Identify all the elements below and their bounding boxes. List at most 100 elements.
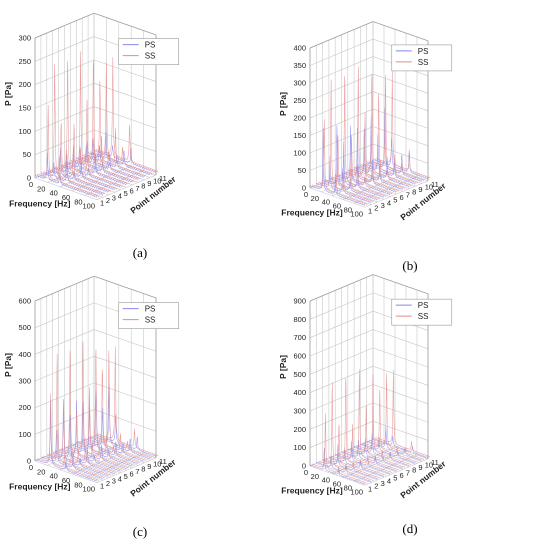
grid-line bbox=[93, 382, 157, 405]
grid-line bbox=[372, 108, 429, 129]
grid-line bbox=[93, 129, 157, 152]
z-tick-label: 900 bbox=[293, 297, 306, 306]
axis-edge bbox=[309, 21, 374, 49]
y-axis-label: Point number bbox=[398, 180, 448, 222]
series-ss-trace bbox=[362, 389, 418, 463]
legend-label: PS bbox=[418, 301, 429, 310]
x-tick-label: 80 bbox=[344, 205, 352, 214]
series-ps-trace bbox=[310, 447, 366, 485]
y-tick-label: 9 bbox=[147, 462, 151, 471]
axis-edge bbox=[34, 12, 95, 39]
x-axis-label: Frequency [Hz] bbox=[281, 208, 343, 218]
legend-box bbox=[391, 44, 453, 72]
series-ps-trace bbox=[322, 125, 378, 201]
z-tick-label: 600 bbox=[18, 297, 31, 306]
series-ps-trace bbox=[52, 414, 115, 475]
axis-edge bbox=[372, 21, 429, 42]
y-tick-label: 6 bbox=[400, 471, 404, 480]
series-ss-trace bbox=[337, 424, 393, 473]
x-tick-label: 60 bbox=[333, 480, 341, 489]
x-axis-label: Frequency [Hz] bbox=[281, 486, 343, 496]
series-ss-trace bbox=[48, 409, 112, 476]
y-tick-label: 1 bbox=[100, 199, 104, 208]
grid-line bbox=[93, 435, 157, 459]
y-tick-label: 9 bbox=[418, 463, 422, 472]
y-tick-label: 11 bbox=[159, 457, 167, 466]
panel-caption: (d) bbox=[402, 521, 417, 536]
series-ps-trace bbox=[328, 141, 385, 198]
grid-line bbox=[93, 355, 157, 379]
series-ss-trace bbox=[374, 369, 431, 458]
grid-line bbox=[58, 450, 121, 474]
z-tick-label: 0 bbox=[27, 457, 31, 466]
series-ps-trace bbox=[35, 400, 98, 482]
series-ps-trace bbox=[328, 447, 385, 477]
grid-line bbox=[372, 91, 429, 112]
series-ss-trace bbox=[78, 349, 141, 464]
y-tick-label: 9 bbox=[147, 179, 151, 188]
z-tick-label: 50 bbox=[23, 150, 31, 159]
grid-line bbox=[372, 143, 429, 164]
y-tick-label: 2 bbox=[106, 196, 110, 205]
grid-line bbox=[364, 458, 429, 486]
grid-line bbox=[93, 409, 157, 432]
series-ps-trace bbox=[70, 403, 133, 467]
grid-line bbox=[372, 384, 429, 405]
grid-line bbox=[328, 179, 384, 200]
series-ss-trace bbox=[90, 62, 153, 176]
series-ss-trace bbox=[42, 64, 106, 195]
x-tick-label: 0 bbox=[29, 463, 33, 472]
series-ss-trace bbox=[311, 119, 368, 206]
grid-line bbox=[46, 455, 109, 479]
y-tick-label: 10 bbox=[153, 176, 161, 185]
axis-edge bbox=[309, 274, 374, 302]
series-ps-trace bbox=[46, 399, 109, 477]
series-ss-trace bbox=[36, 104, 100, 198]
z-axis-label: P [Pa] bbox=[278, 355, 288, 379]
legend-label: SS bbox=[418, 58, 429, 67]
y-tick-label: 3 bbox=[112, 477, 116, 486]
series-ps-trace bbox=[310, 127, 366, 206]
z-tick-label: 300 bbox=[293, 79, 306, 88]
x-tick-label: 40 bbox=[322, 476, 330, 485]
x-tick-label: 100 bbox=[82, 485, 95, 494]
series-ss-trace bbox=[312, 413, 368, 484]
y-tick-label: 6 bbox=[400, 193, 404, 202]
y-tick-label: 10 bbox=[425, 182, 433, 191]
x-tick-label: 0 bbox=[304, 190, 308, 199]
y-tick-label: 5 bbox=[393, 474, 397, 483]
legend-box bbox=[118, 302, 179, 329]
panel-caption: (a) bbox=[133, 245, 147, 260]
series-ps-trace bbox=[366, 107, 422, 182]
y-axis-label: Point number bbox=[398, 458, 448, 500]
legend-box bbox=[391, 298, 453, 326]
grid-line bbox=[372, 126, 429, 147]
y-tick-label: 8 bbox=[412, 466, 416, 475]
series-ps-trace bbox=[360, 436, 416, 464]
grid-line bbox=[52, 453, 115, 476]
z-tick-label: 200 bbox=[293, 114, 306, 123]
grid-line bbox=[309, 187, 366, 208]
x-tick-label: 100 bbox=[82, 202, 95, 211]
y-tick-label: 1 bbox=[368, 484, 372, 493]
x-tick-label: 60 bbox=[62, 193, 70, 202]
y-tick-label: 3 bbox=[112, 194, 116, 203]
series-ps-trace bbox=[372, 138, 429, 180]
series-ss-trace bbox=[66, 51, 129, 185]
legend-label: PS bbox=[418, 47, 429, 56]
series-ss-trace bbox=[356, 373, 412, 465]
series-ps-trace bbox=[366, 426, 422, 461]
z-tick-label: 500 bbox=[293, 370, 306, 379]
series-ss-trace bbox=[48, 123, 112, 192]
series-ss-trace bbox=[318, 79, 374, 203]
series-ss-trace bbox=[349, 111, 406, 190]
series-ps-trace bbox=[76, 391, 139, 465]
z-axis-label: P [Pa] bbox=[3, 353, 13, 377]
series-ss-trace bbox=[330, 76, 387, 197]
z-tick-label: 0 bbox=[302, 184, 306, 193]
y-tick-label: 7 bbox=[135, 467, 139, 476]
y-tick-label: 10 bbox=[153, 459, 161, 468]
